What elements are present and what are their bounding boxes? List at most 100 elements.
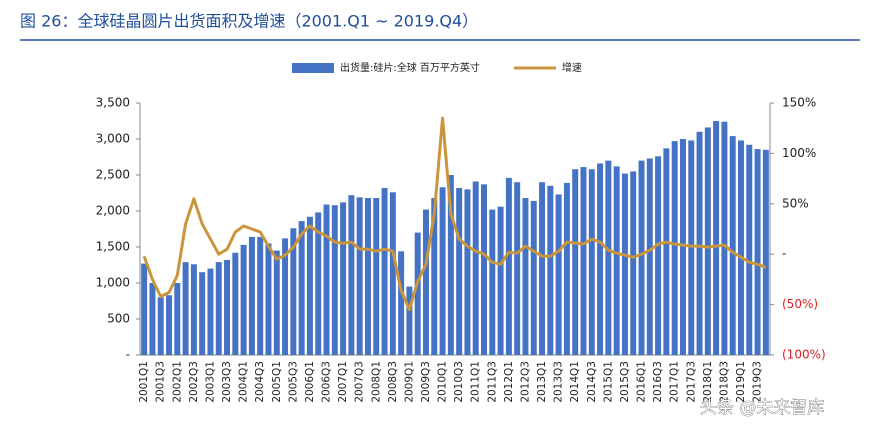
- x-tick-label: 2006Q1: [304, 361, 316, 403]
- line: [142, 116, 767, 312]
- bar: [688, 140, 695, 355]
- y-tick-label: 3,000: [96, 132, 130, 146]
- bar: [746, 144, 753, 355]
- bar: [704, 127, 711, 355]
- bar: [514, 182, 521, 355]
- bar: [273, 250, 280, 355]
- bar: [398, 251, 405, 355]
- bar: [207, 268, 214, 355]
- bar: [406, 286, 413, 355]
- x-tick-label: 2008Q3: [387, 361, 399, 403]
- x-tick-label: 2014Q1: [569, 361, 581, 403]
- x-tick-label: 2016Q3: [652, 361, 664, 403]
- bar: [597, 163, 604, 355]
- y-tick-label: 500: [107, 312, 130, 326]
- bar: [738, 140, 744, 355]
- bar: [696, 131, 703, 355]
- x-tick-label: 2006Q3: [321, 361, 333, 403]
- bar: [149, 283, 156, 355]
- bar: [431, 198, 438, 355]
- x-tick-label: 2009Q1: [403, 361, 415, 403]
- bar: [563, 182, 570, 355]
- bar: [340, 202, 347, 355]
- x-tick-label: 2003Q3: [221, 361, 233, 403]
- bar: [141, 263, 148, 355]
- y-tick-label: 1,500: [96, 240, 130, 254]
- bar: [315, 212, 322, 355]
- legend-label: 出货量:硅片:全球 百万平方英寸: [340, 61, 480, 74]
- bar: [240, 244, 247, 355]
- bar: [646, 158, 653, 355]
- bar: [439, 187, 446, 355]
- x-tick-label: 2015Q3: [619, 361, 631, 403]
- bar: [530, 200, 537, 355]
- bar: [199, 272, 206, 355]
- bar: [306, 216, 313, 355]
- y2-tick-label: (100%): [782, 348, 826, 362]
- bar: [605, 160, 612, 355]
- bar: [729, 136, 736, 355]
- bar: [613, 166, 620, 355]
- x-tick-label: 2011Q1: [470, 361, 482, 403]
- bar: [257, 236, 264, 355]
- legend-label: 增速: [562, 61, 582, 74]
- y2-tick-label: 150%: [782, 96, 816, 110]
- x-tick-label: 2010Q3: [453, 361, 465, 403]
- bar: [232, 252, 239, 355]
- bar: [630, 171, 637, 355]
- y2-tick-label: -: [782, 247, 786, 261]
- x-tick-label: 2010Q1: [437, 361, 449, 403]
- bar: [721, 121, 728, 355]
- bar: [621, 173, 628, 355]
- x-tick-label: 2013Q3: [553, 361, 565, 403]
- y2-tick-label: (50%): [782, 297, 818, 311]
- x-tick-label: 2018Q3: [718, 361, 730, 403]
- x-tick-label: 2018Q1: [702, 361, 714, 403]
- x-tick-label: 2011Q3: [486, 361, 498, 403]
- x-tick-label: 2014Q3: [586, 361, 598, 403]
- bar: [547, 185, 554, 355]
- bar: [373, 198, 380, 355]
- bar: [389, 192, 396, 355]
- x-tick-label: 2007Q1: [337, 361, 349, 403]
- x-tick-label: 2017Q1: [669, 361, 681, 403]
- bar: [174, 283, 181, 355]
- x-tick-label: 2004Q3: [254, 361, 266, 403]
- y-tick-label: 2,000: [96, 204, 130, 218]
- bar: [679, 139, 686, 355]
- x-tick-label: 2008Q1: [370, 361, 382, 403]
- bar: [190, 264, 197, 355]
- x-tick-label: 2009Q3: [420, 361, 432, 403]
- bar: [282, 238, 289, 355]
- bar: [423, 209, 429, 355]
- bar: [555, 194, 562, 355]
- y-tick-label: -: [126, 348, 130, 362]
- x-tick-label: 2007Q3: [354, 361, 366, 403]
- x-tick-label: 2019Q1: [735, 361, 747, 403]
- bar: [298, 221, 305, 355]
- y2-tick-label: 100%: [782, 146, 816, 160]
- bar: [447, 175, 454, 355]
- bar: [505, 177, 512, 355]
- bar: [638, 160, 645, 355]
- bar: [588, 169, 595, 355]
- bar: [762, 149, 769, 355]
- x-tick-label: 2019Q3: [752, 361, 764, 403]
- bar: [364, 198, 371, 355]
- bar: [464, 189, 471, 355]
- bar: [522, 198, 529, 355]
- bar: [414, 232, 421, 355]
- bar: [489, 209, 496, 355]
- x-tick-label: 2004Q1: [238, 361, 250, 403]
- x-tick-label: 2017Q3: [685, 361, 697, 403]
- bar: [497, 206, 504, 355]
- bar: [157, 297, 164, 355]
- bar: [456, 187, 463, 355]
- bar: [539, 182, 546, 355]
- x-tick-label: 2002Q3: [188, 361, 200, 403]
- x-tick-label: 2001Q1: [138, 361, 150, 403]
- bar: [323, 204, 330, 355]
- bar: [481, 184, 487, 355]
- x-tick-label: 2012Q3: [519, 361, 531, 403]
